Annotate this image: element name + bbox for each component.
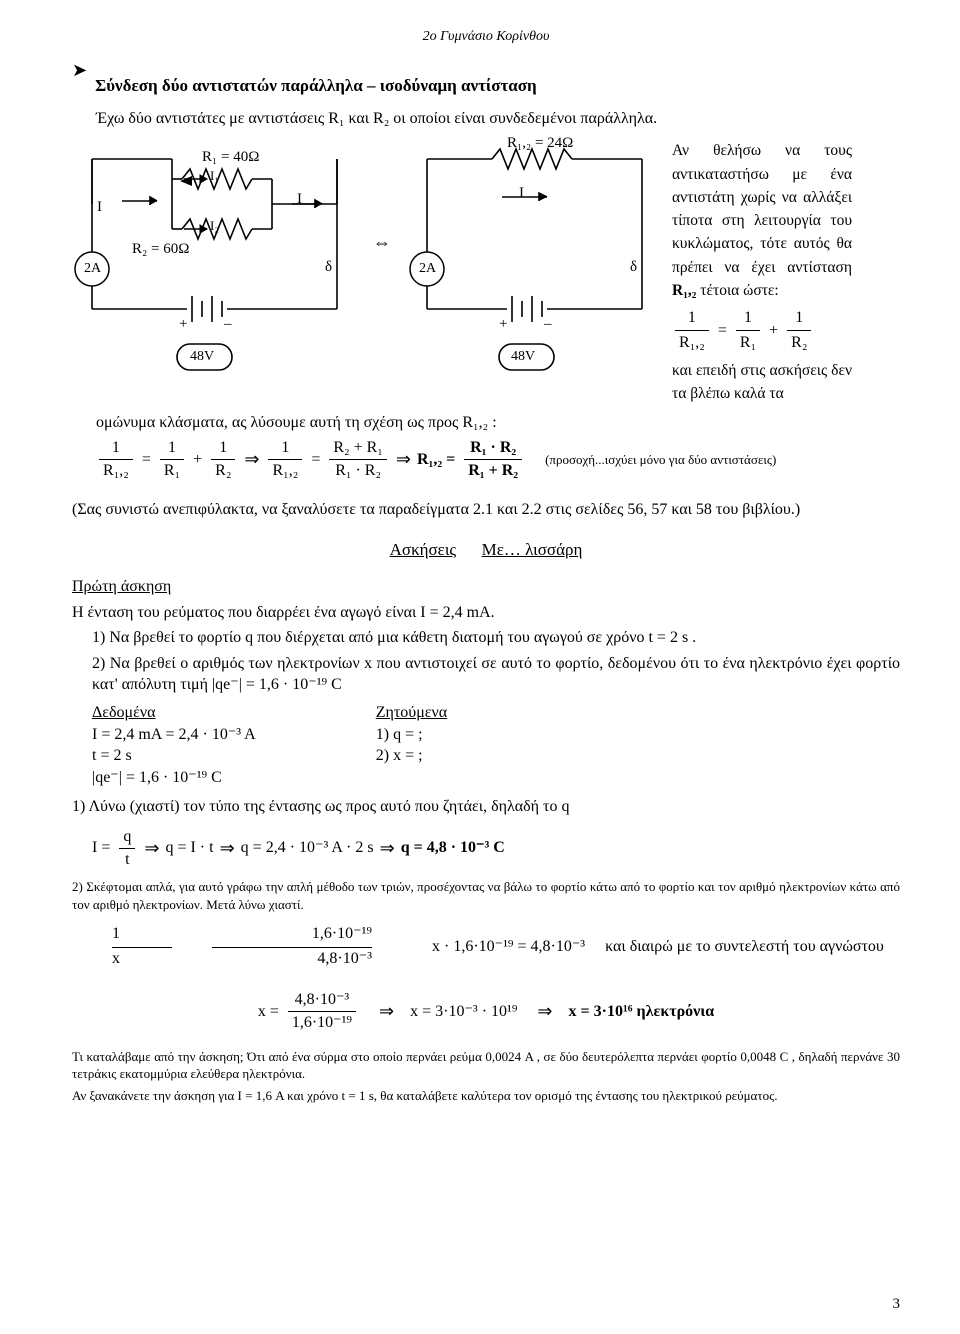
label-I-eq: Ι bbox=[519, 183, 524, 203]
given-block: Δεδομένα Ι = 2,4 mA = 2,4 · 10⁻³ A t = 2… bbox=[92, 702, 900, 788]
page-number: 3 bbox=[893, 1294, 901, 1314]
conclusion-2: Αν ξανακάνετε την άσκηση για Ι = 1,6 A κ… bbox=[72, 1087, 900, 1105]
given-right: Ζητούμενα 1) q = ; 2) x = ; bbox=[376, 702, 447, 788]
intro-paragraph: Έχω δύο αντιστάτες με αντιστάσεις R₁ και… bbox=[96, 108, 900, 130]
label-minus-1: – bbox=[224, 314, 232, 334]
label-r12: R₁,₂ = 24Ω bbox=[507, 133, 573, 153]
label-2a-left: 2A bbox=[84, 260, 101, 279]
label-r2: R₂ = 60Ω bbox=[132, 239, 189, 259]
label-48v-eq: 48V bbox=[511, 348, 535, 367]
first-exercise-label: Πρώτη άσκηση bbox=[72, 576, 900, 598]
circuit-equivalent: R₁,₂ = 24Ω Ι 2A δ + – 48V bbox=[407, 139, 662, 389]
label-delta-eq: δ bbox=[630, 257, 637, 277]
conclusion-1: Τι καταλάβαμε από την άσκηση; Ότι από έν… bbox=[72, 1048, 900, 1083]
exercises-title: Ασκήσεις Με… λισσάρη bbox=[72, 539, 900, 562]
label-plus-eq: + bbox=[499, 314, 507, 334]
equiv-icon: ⇔ bbox=[367, 230, 397, 314]
sol2-text: 2) Σκέφτομαι απλά, για αυτό γράφω την απ… bbox=[72, 878, 900, 913]
label-I-left: Ι bbox=[97, 197, 102, 217]
diagram-row: R₁ = 40Ω Ι Ι₁ Ι₂ R₂ = 60Ω Ι 2A δ + – 48V… bbox=[72, 139, 900, 405]
section: ➤ Σύνδεση δύο αντιστατών παράλληλα – ισο… bbox=[72, 61, 900, 104]
rule-table: 1 1,6·10⁻¹⁹ x 4,8·10⁻³ bbox=[112, 923, 372, 969]
bullet-icon: ➤ bbox=[72, 61, 87, 104]
section-title: Σύνδεση δύο αντιστατών παράλληλα – ισοδύ… bbox=[95, 75, 537, 98]
label-i2: Ι₂ bbox=[210, 217, 219, 235]
ex1-line1: Η ένταση του ρεύματος που διαρρέει ένα α… bbox=[72, 602, 900, 624]
label-2a-eq: 2A bbox=[419, 260, 436, 279]
circuit-parallel: R₁ = 40Ω Ι Ι₁ Ι₂ R₂ = 60Ω Ι 2A δ + – 48V bbox=[72, 139, 357, 389]
page-header: 2ο Γυμνάσιο Κορίνθου bbox=[72, 28, 900, 47]
sol1-intro: 1) Λύνω (χιαστί) τον τύπο της έντασης ως… bbox=[72, 796, 900, 818]
sol1-eq: I = qt ⇒ q = I · t ⇒ q = 2,4 · 10⁻³ A · … bbox=[92, 826, 900, 870]
below-line-1: ομώνυμα κλάσματα, ας λύσουμε αυτή τη σχέ… bbox=[96, 412, 900, 434]
final-eq: x = 4,8·10⁻³1,6·10⁻¹⁹ ⇒ x = 3·10⁻³ · 10¹… bbox=[72, 989, 900, 1033]
label-48v-1: 48V bbox=[190, 348, 214, 367]
derivation: 1R₁,₂ = 1R₁ + 1R₂ ⇒ 1R₁,₂ = R₂ + R₁R₁ · … bbox=[96, 437, 900, 481]
label-r1: R₁ = 40Ω bbox=[202, 147, 259, 167]
label-plus-1: + bbox=[179, 314, 187, 334]
label-minus-eq: – bbox=[544, 314, 552, 334]
derive-note: (προσοχή...ισχύει μόνο για δύο αντιστάσε… bbox=[545, 451, 776, 469]
label-delta-1: δ bbox=[325, 257, 332, 277]
label-I-right: Ι bbox=[297, 189, 302, 209]
label-i1: Ι₁ bbox=[210, 167, 219, 185]
ex1-line2: 1) Να βρεθεί το φορτίο q που διέρχεται α… bbox=[92, 627, 900, 649]
ex1-line3: 2) Να βρεθεί ο αριθμός των ηλεκτρονίων x… bbox=[92, 653, 900, 696]
right-paragraph: Αν θελήσω να τους αντικαταστήσω με ένα α… bbox=[672, 139, 852, 405]
given-left: Δεδομένα Ι = 2,4 mA = 2,4 · 10⁻³ A t = 2… bbox=[92, 702, 256, 788]
rule-of-three: 1 1,6·10⁻¹⁹ x 4,8·10⁻³ x · 1,6·10⁻¹⁹ = 4… bbox=[92, 917, 900, 975]
paragraph-cross-ref: (Σας συνιστώ ανεπιφύλακτα, να ξαναλύσετε… bbox=[72, 499, 900, 521]
